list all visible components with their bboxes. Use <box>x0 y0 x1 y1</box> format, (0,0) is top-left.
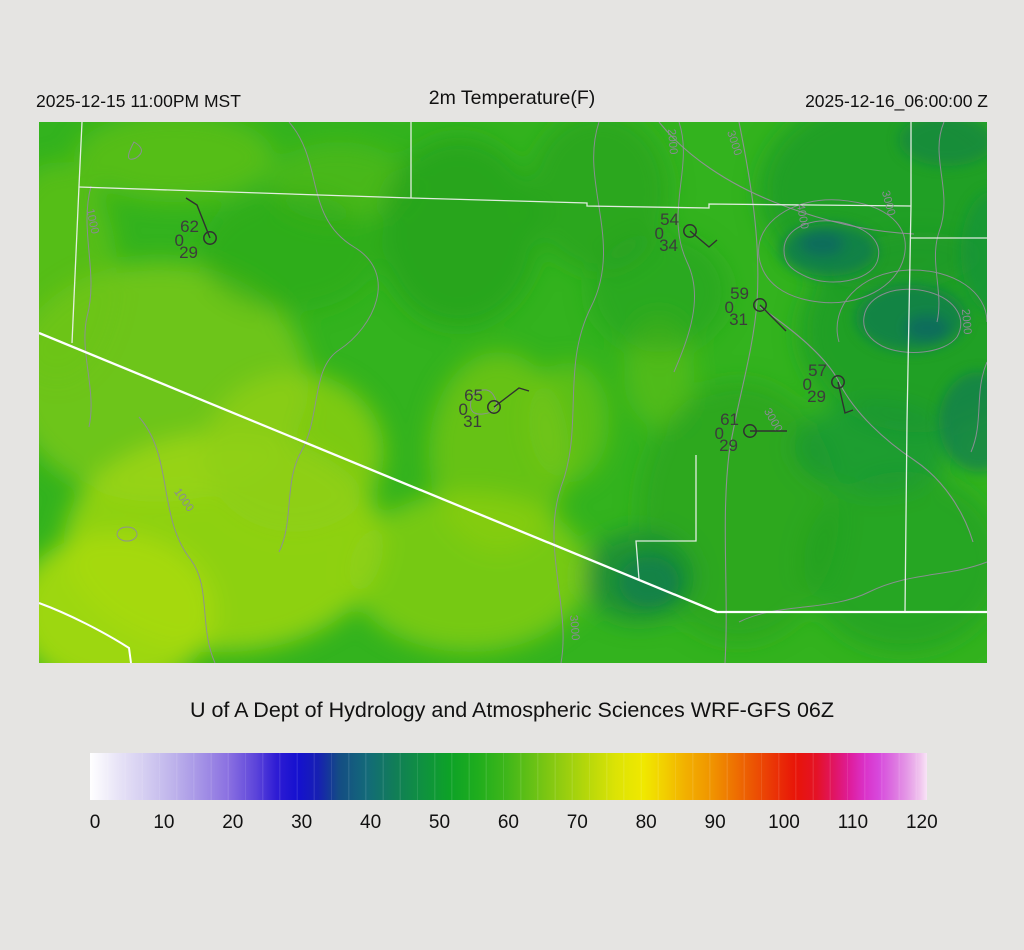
colorbar-tick-label: 90 <box>704 812 726 833</box>
colorbar-tick-label: 110 <box>837 812 869 833</box>
contour-elevation-label: 3000 <box>567 614 581 641</box>
contour-elevation-label: 2000 <box>959 308 973 335</box>
contour-elevation-label: 2000 <box>665 128 679 155</box>
temperature-colorbar <box>90 753 927 800</box>
station-temperature: 57 <box>808 361 827 380</box>
station-temperature: 61 <box>720 410 739 429</box>
contour-elevation-label: 4000 <box>794 203 810 230</box>
station-aux-value: 0 <box>459 400 468 419</box>
station-dewpoint: 29 <box>179 243 198 262</box>
colorbar-tick-label: 10 <box>153 812 175 833</box>
colorbar-tick-label: 60 <box>497 812 519 833</box>
valid-time-local: 2025-12-15 11:00PM MST <box>36 91 241 111</box>
colorbar-banding <box>90 753 927 800</box>
colorbar-tick-label: 50 <box>428 812 451 833</box>
station-aux-value: 0 <box>655 224 664 243</box>
colorbar-tick-label: 20 <box>222 812 244 833</box>
wind-barb <box>493 387 530 408</box>
colorbar-tick-label: 120 <box>905 812 938 833</box>
station-dewpoint: 31 <box>463 412 482 431</box>
station-circle <box>203 231 217 245</box>
station-circle <box>753 298 767 312</box>
wind-barb <box>837 381 854 414</box>
page-title: 2m Temperature(F) <box>428 87 596 109</box>
colorbar-tick-labels: 0 10 20 30 40 50 60 70 80 90 100 110 120 <box>89 812 938 838</box>
station-temperature: 65 <box>464 386 483 405</box>
station-temperature: 54 <box>660 210 679 229</box>
credit-line: U of A Dept of Hydrology and Atmospheric… <box>189 698 835 722</box>
station-aux-value: 0 <box>715 424 724 443</box>
colorbar-tick-label: 30 <box>291 812 313 833</box>
colorbar-tick-label: 40 <box>360 812 382 833</box>
county-borders <box>71 121 987 613</box>
station-temperature: 62 <box>180 217 199 236</box>
map-container: 1000 1000 2000 3000 4000 3000 3000 3000 2000 62 0… <box>0 92 1024 692</box>
elevation-contours <box>84 121 988 664</box>
station-circle <box>743 424 757 438</box>
valid-time-utc: 2025-12-16_06:00:00 Z <box>805 91 988 111</box>
station-circle <box>683 224 697 238</box>
station-dewpoint: 29 <box>719 436 738 455</box>
wind-barb <box>185 197 211 239</box>
colorbar-tick-label: 0 <box>89 812 101 833</box>
colorbar-tick-label: 80 <box>635 812 657 833</box>
station-dewpoint: 34 <box>659 236 678 255</box>
colorbar-tick-label: 100 <box>768 812 800 833</box>
station-dewpoint: 31 <box>729 310 748 329</box>
colorbar-tick-label: 70 <box>566 812 588 833</box>
station-circle <box>487 400 501 414</box>
colorbar-gradient <box>90 753 927 800</box>
contour-elevation-label: 1000 <box>83 208 100 236</box>
station-aux-value: 0 <box>175 231 184 250</box>
road-lines <box>658 121 974 664</box>
station-dewpoint: 29 <box>807 387 826 406</box>
station-aux-value: 0 <box>803 375 812 394</box>
station-temperature: 59 <box>730 284 749 303</box>
station-aux-value: 0 <box>725 298 734 317</box>
state-borders <box>38 331 987 664</box>
station-circle <box>831 375 845 389</box>
wind-barb <box>689 230 718 248</box>
